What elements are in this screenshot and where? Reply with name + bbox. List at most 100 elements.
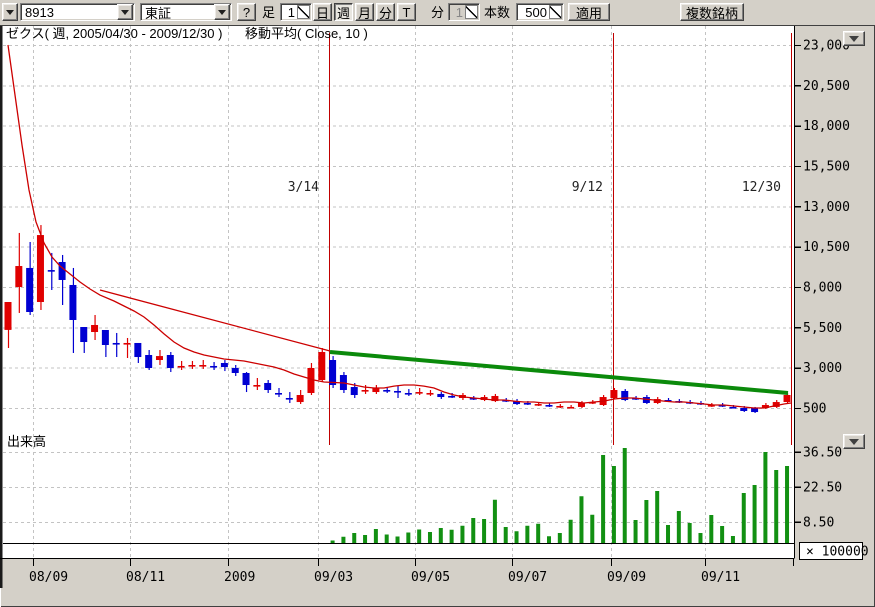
spinner-icon[interactable] <box>549 5 562 19</box>
plot-background <box>0 26 794 558</box>
volume-bar <box>341 536 346 543</box>
period-button-month[interactable]: 月 <box>355 3 374 21</box>
candle-body <box>642 397 650 403</box>
candle-body <box>15 266 23 287</box>
exchange-combobox[interactable]: 東証 <box>140 3 232 21</box>
candle-body <box>707 405 715 407</box>
period-button-day[interactable]: 日 <box>313 3 332 21</box>
volume-axis-label: 36.50 <box>803 445 842 460</box>
candle-body <box>112 342 120 345</box>
price-axis-label: 18,000 <box>803 119 850 134</box>
price-axis-label: 500 <box>803 402 826 417</box>
candle-body <box>426 392 434 395</box>
price-axis-label: 5,500 <box>803 321 842 336</box>
price-axis-label: 23,000 <box>803 39 850 54</box>
candle-body <box>58 261 66 280</box>
ma-legend: 移動平均( Close, 10 ) <box>245 26 368 41</box>
price-axis-label: 13,000 <box>803 200 850 215</box>
count-value: 500 <box>525 4 547 20</box>
volume-bar <box>460 525 465 543</box>
volume-bar <box>622 448 627 543</box>
x-axis-label: 09/03 <box>314 570 353 585</box>
volume-unit-label: × 100000 <box>806 545 869 560</box>
candle-body <box>264 382 272 391</box>
bar-label: 足 <box>262 5 276 20</box>
count-spinner[interactable]: 500 <box>516 3 564 21</box>
x-axis-label: 09/07 <box>508 570 547 585</box>
volume-bar <box>687 523 692 543</box>
spinner-icon <box>465 5 478 19</box>
symbol-value: 8913 <box>25 4 54 20</box>
price-axis-label: 8,000 <box>803 281 842 296</box>
volume-bar <box>536 523 541 543</box>
volume-bar <box>449 529 454 543</box>
volume-bar <box>363 535 368 543</box>
candle-body <box>523 402 531 405</box>
period-button-tick[interactable]: T <box>397 3 416 21</box>
exchange-dropdown-button[interactable] <box>214 4 230 20</box>
volume-bar <box>525 525 530 543</box>
candle-body <box>155 356 163 361</box>
price-pane-collapse-button[interactable] <box>843 31 865 46</box>
volume-axis-label: 8.50 <box>803 515 834 530</box>
nav-dropdown-button[interactable] <box>2 3 18 21</box>
candle-body <box>318 352 326 381</box>
candle-body <box>783 395 791 403</box>
volume-bar <box>655 491 660 543</box>
candle-body <box>534 404 542 406</box>
green-trendline[interactable] <box>329 350 789 395</box>
volume-bar <box>482 519 487 543</box>
volume-bar <box>568 519 573 543</box>
period-button-week[interactable]: 週 <box>334 3 353 21</box>
volume-bar <box>384 534 389 543</box>
symbol-combobox[interactable]: 8913 <box>20 3 135 21</box>
volume-bar <box>438 528 443 543</box>
candle-body <box>394 390 402 393</box>
volume-bar <box>611 466 616 543</box>
multi-symbol-button[interactable]: 複数銘柄 <box>680 3 744 21</box>
event-line-label: 3/14 <box>288 180 319 195</box>
volume-bar <box>579 496 584 543</box>
candle-body <box>329 360 337 386</box>
candle-body <box>383 390 391 392</box>
candle-body <box>307 367 315 393</box>
volume-bar <box>503 527 508 543</box>
candle-body <box>26 267 34 313</box>
candle-body <box>567 406 575 409</box>
period-button-minute[interactable]: 分 <box>376 3 395 21</box>
red-trendline[interactable] <box>99 289 331 352</box>
candle-body <box>101 329 109 345</box>
spinner-icon[interactable] <box>297 5 310 19</box>
minute-spinner: 1 <box>448 3 480 21</box>
volume-bar <box>395 536 400 543</box>
bar-interval-spinner[interactable]: 1 <box>280 3 312 21</box>
candle-body <box>729 406 737 409</box>
candle-body <box>404 392 412 395</box>
volume-bar <box>557 533 562 543</box>
volume-pane-collapse-button[interactable] <box>843 434 865 449</box>
volume-bar <box>373 529 378 543</box>
chevron-down-icon <box>121 9 129 15</box>
volume-bar <box>720 526 725 543</box>
help-button[interactable]: ? <box>237 3 256 21</box>
volume-bar <box>676 511 681 543</box>
volume-bar <box>406 532 411 543</box>
price-axis-label: 3,000 <box>803 361 842 376</box>
candle-body <box>69 284 77 320</box>
apply-button[interactable]: 適用 <box>568 3 610 21</box>
x-axis-label: 08/11 <box>126 570 165 585</box>
chart-title: ゼクス( 週, 2005/04/30 - 2009/12/30 ) <box>6 26 222 41</box>
symbol-dropdown-button[interactable] <box>117 4 133 20</box>
candle-body <box>491 395 499 402</box>
candle-body <box>718 405 726 407</box>
x-axis-label: 08/09 <box>29 570 68 585</box>
candle-body <box>275 392 282 395</box>
candle-body <box>220 362 228 368</box>
candle-body <box>350 387 358 396</box>
volume-bar <box>633 520 638 543</box>
candle-body <box>740 408 748 411</box>
volume-bar <box>774 470 779 543</box>
volume-bar <box>666 525 671 543</box>
moving-average-line <box>7 44 792 409</box>
candle-body <box>761 405 769 408</box>
